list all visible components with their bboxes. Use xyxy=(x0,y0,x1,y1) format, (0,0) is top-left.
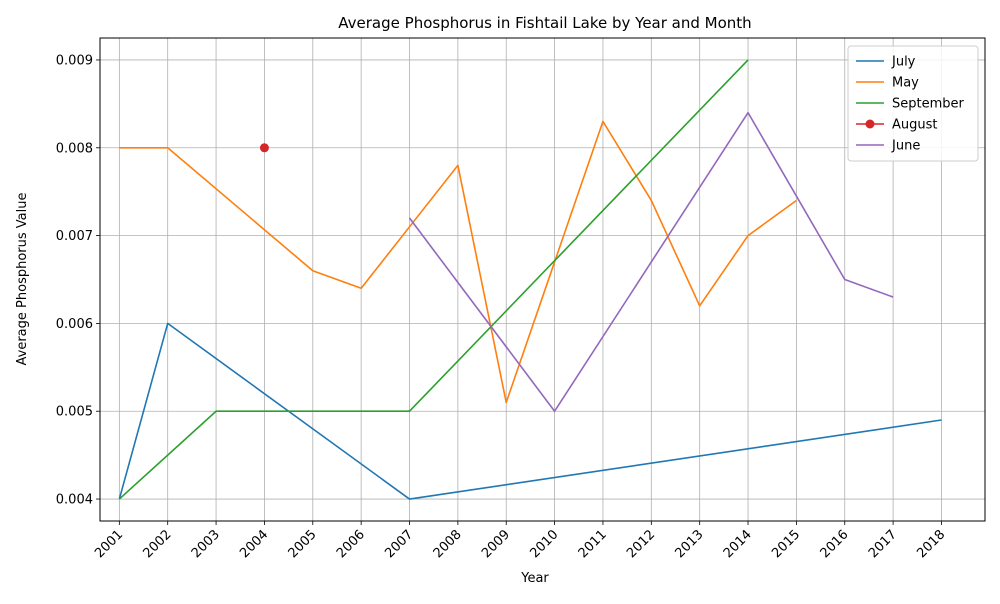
y-tick-label: 0.004 xyxy=(56,493,93,508)
y-tick-label: 0.007 xyxy=(56,229,93,244)
y-axis-ticks: 0.004 0.005 0.006 0.007 0.008 0.009 xyxy=(56,53,100,508)
grid-lines xyxy=(100,38,985,521)
series-line-may xyxy=(119,120,797,404)
plot-area-frame xyxy=(99,37,986,522)
legend-label-july: July xyxy=(891,55,916,70)
legend-box xyxy=(847,45,979,162)
legend-label-august: August xyxy=(892,118,938,133)
y-tick-label: 0.009 xyxy=(56,53,93,68)
y-tick-label: 0.006 xyxy=(56,317,93,332)
legend-label-may: May xyxy=(892,76,919,91)
y-tick-label: 0.005 xyxy=(56,405,93,420)
x-axis-label: Year xyxy=(520,571,549,586)
legend-marker-august xyxy=(865,119,875,129)
series-line-june xyxy=(408,111,894,413)
series-lines xyxy=(118,59,942,500)
y-tick-label: 0.008 xyxy=(56,141,93,156)
legend-label-june: June xyxy=(891,139,920,154)
legend: July May September August June xyxy=(847,45,979,162)
data-point-august xyxy=(259,143,269,153)
series-line-september xyxy=(118,59,749,500)
legend-label-september: September xyxy=(892,97,965,112)
y-axis-label: Average Phosphorus Value xyxy=(15,193,30,366)
chart-title: Average Phosphorus in Fishtail Lake by Y… xyxy=(338,14,751,32)
